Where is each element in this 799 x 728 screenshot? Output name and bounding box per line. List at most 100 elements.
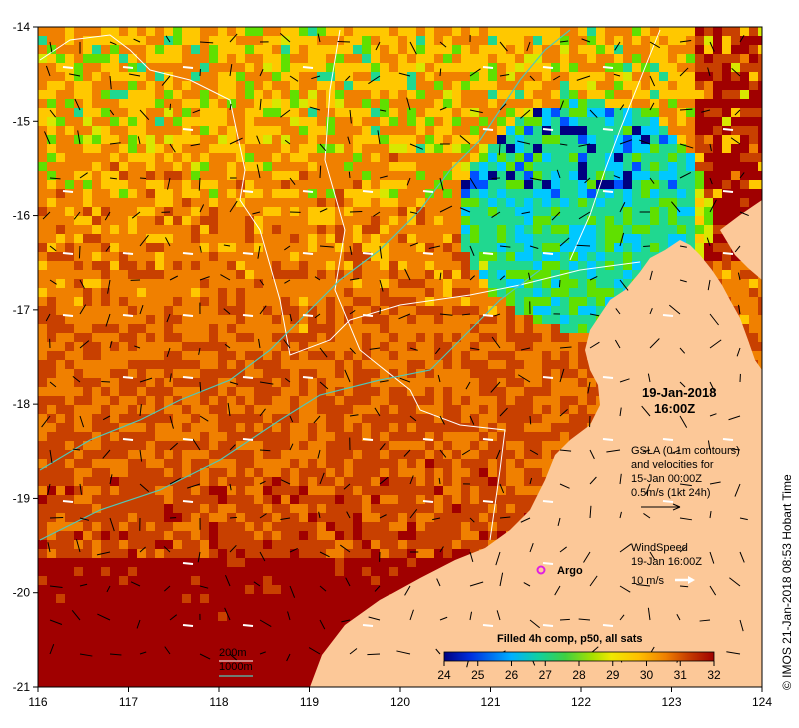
sst-cell: [614, 288, 623, 297]
sst-cell: [542, 459, 551, 468]
sst-cell: [407, 486, 416, 495]
sst-cell: [209, 81, 218, 90]
sst-cell: [326, 477, 335, 486]
sst-cell: [38, 225, 47, 234]
sst-cell: [317, 369, 326, 378]
sst-cell: [173, 315, 182, 324]
sst-cell: [227, 387, 236, 396]
sst-cell: [164, 72, 173, 81]
sst-cell: [299, 135, 308, 144]
sst-cell: [389, 468, 398, 477]
sst-cell: [515, 153, 524, 162]
sst-cell: [389, 396, 398, 405]
sst-cell: [551, 72, 560, 81]
sst-cell: [362, 36, 371, 45]
sst-cell: [182, 576, 191, 585]
sst-cell: [74, 522, 83, 531]
sst-cell: [596, 27, 605, 36]
sst-cell: [695, 63, 704, 72]
sst-cell: [488, 135, 497, 144]
sst-cell: [614, 189, 623, 198]
sst-cell: [155, 351, 164, 360]
sst-cell: [668, 234, 677, 243]
sst-cell: [443, 216, 452, 225]
sst-cell: [65, 531, 74, 540]
sst-cell: [389, 513, 398, 522]
sst-cell: [155, 540, 164, 549]
sst-cell: [92, 261, 101, 270]
sst-cell: [479, 198, 488, 207]
sst-cell: [452, 513, 461, 522]
sst-cell: [119, 180, 128, 189]
sst-cell: [335, 378, 344, 387]
sst-cell: [623, 198, 632, 207]
sst-cell: [695, 162, 704, 171]
sst-cell: [560, 261, 569, 270]
sst-cell: [506, 45, 515, 54]
sst-cell: [524, 297, 533, 306]
sst-cell: [38, 306, 47, 315]
sst-cell: [281, 126, 290, 135]
sst-cell: [227, 558, 236, 567]
sst-cell: [569, 153, 578, 162]
sst-cell: [290, 540, 299, 549]
sst-cell: [560, 198, 569, 207]
sst-cell: [740, 153, 749, 162]
sst-cell: [335, 288, 344, 297]
sst-cell: [272, 513, 281, 522]
sst-cell: [389, 117, 398, 126]
sst-cell: [443, 342, 452, 351]
sst-cell: [416, 288, 425, 297]
sst-cell: [317, 198, 326, 207]
sst-cell: [461, 351, 470, 360]
sst-cell: [533, 333, 542, 342]
sst-cell: [515, 396, 524, 405]
sst-cell: [749, 288, 758, 297]
sst-cell: [650, 108, 659, 117]
sst-cell: [686, 45, 695, 54]
sst-cell: [515, 441, 524, 450]
sst-cell: [92, 378, 101, 387]
sst-cell: [110, 45, 119, 54]
sst-cell: [137, 270, 146, 279]
sst-cell: [146, 144, 155, 153]
sst-cell: [236, 63, 245, 72]
sst-cell: [353, 288, 362, 297]
sst-cell: [299, 459, 308, 468]
sst-cell: [83, 324, 92, 333]
sst-cell: [398, 126, 407, 135]
sst-cell: [416, 324, 425, 333]
sst-cell: [281, 513, 290, 522]
sst-cell: [488, 315, 497, 324]
sst-cell: [155, 261, 164, 270]
sst-cell: [488, 234, 497, 243]
sst-cell: [56, 495, 65, 504]
sst-cell: [254, 99, 263, 108]
sst-cell: [569, 135, 578, 144]
sst-cell: [290, 360, 299, 369]
sst-cell: [38, 279, 47, 288]
sst-cell: [353, 468, 362, 477]
sst-cell: [92, 207, 101, 216]
sst-cell: [218, 450, 227, 459]
sst-cell: [632, 36, 641, 45]
sst-cell: [200, 558, 209, 567]
sst-cell: [704, 135, 713, 144]
sst-cell: [110, 477, 119, 486]
sst-cell: [578, 216, 587, 225]
sst-cell: [200, 72, 209, 81]
sst-cell: [236, 45, 245, 54]
sst-cell: [128, 369, 137, 378]
sst-cell: [110, 108, 119, 117]
sst-cell: [695, 90, 704, 99]
sst-cell: [83, 540, 92, 549]
sst-cell: [317, 378, 326, 387]
sst-cell: [380, 459, 389, 468]
sst-cell: [713, 189, 722, 198]
sst-cell: [281, 135, 290, 144]
sst-cell: [38, 396, 47, 405]
sst-cell: [371, 558, 380, 567]
sst-cell: [722, 252, 731, 261]
sst-cell: [272, 423, 281, 432]
sst-cell: [362, 162, 371, 171]
